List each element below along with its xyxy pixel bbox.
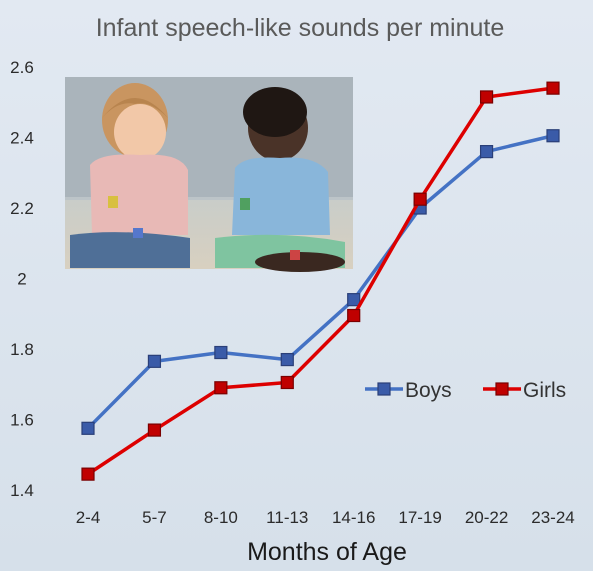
data-point-girls — [546, 81, 560, 95]
x-tick-label: 23-24 — [531, 508, 574, 527]
legend-item-girls: Girls — [483, 379, 566, 402]
legend-marker — [377, 382, 391, 396]
legend-marker — [495, 382, 509, 396]
y-tick-label: 1.4 — [10, 481, 34, 500]
data-point-girls — [147, 423, 162, 437]
data-point-boys — [546, 129, 560, 143]
x-tick-label: 8-10 — [204, 508, 238, 527]
y-tick-label: 2.6 — [10, 58, 34, 77]
data-point-girls — [280, 375, 294, 390]
x-tick-label: 5-7 — [142, 508, 167, 527]
y-tick-label: 1.6 — [10, 411, 34, 430]
data-point-girls — [479, 90, 494, 104]
legend-item-boys: Boys — [365, 379, 452, 402]
legend: Boys Girls — [365, 379, 566, 402]
y-axis-ticks: 1.4 1.6 1.8 2 2.2 2.4 2.6 — [10, 58, 34, 500]
chart-title: Infant speech-like sounds per minute — [96, 14, 505, 42]
y-tick-label: 2 — [17, 270, 26, 289]
two-toddlers-photo — [65, 77, 353, 272]
data-point-boys — [347, 293, 361, 307]
series-girls — [81, 81, 560, 481]
data-point-girls — [413, 192, 427, 206]
data-point-boys — [214, 345, 228, 360]
x-tick-label: 14-16 — [332, 508, 375, 527]
data-point-boys — [479, 145, 494, 159]
x-tick-label: 17-19 — [398, 508, 441, 527]
data-point-girls — [214, 381, 228, 395]
data-point-girls — [81, 467, 95, 481]
x-tick-label: 2-4 — [76, 508, 101, 527]
series-line-girls — [87, 86, 554, 476]
x-tick-label: 20-22 — [465, 508, 508, 527]
y-tick-label: 2.2 — [10, 199, 34, 218]
series-layer — [81, 81, 560, 481]
series-boys — [81, 129, 560, 435]
data-point-girls — [347, 308, 361, 323]
data-point-boys — [81, 421, 95, 435]
y-tick-label: 2.4 — [10, 129, 34, 148]
x-axis-ticks: 2-4 5-7 8-10 11-13 14-16 17-19 20-22 23-24 — [76, 508, 575, 527]
series-line-boys — [86, 134, 554, 430]
data-point-boys — [147, 354, 162, 368]
y-tick-label: 1.8 — [10, 340, 34, 359]
legend-label: Boys — [405, 379, 452, 402]
x-tick-label: 11-13 — [266, 508, 308, 527]
data-point-boys — [280, 352, 294, 367]
x-axis-title: Months of Age — [247, 538, 407, 566]
legend-label: Girls — [523, 379, 566, 402]
